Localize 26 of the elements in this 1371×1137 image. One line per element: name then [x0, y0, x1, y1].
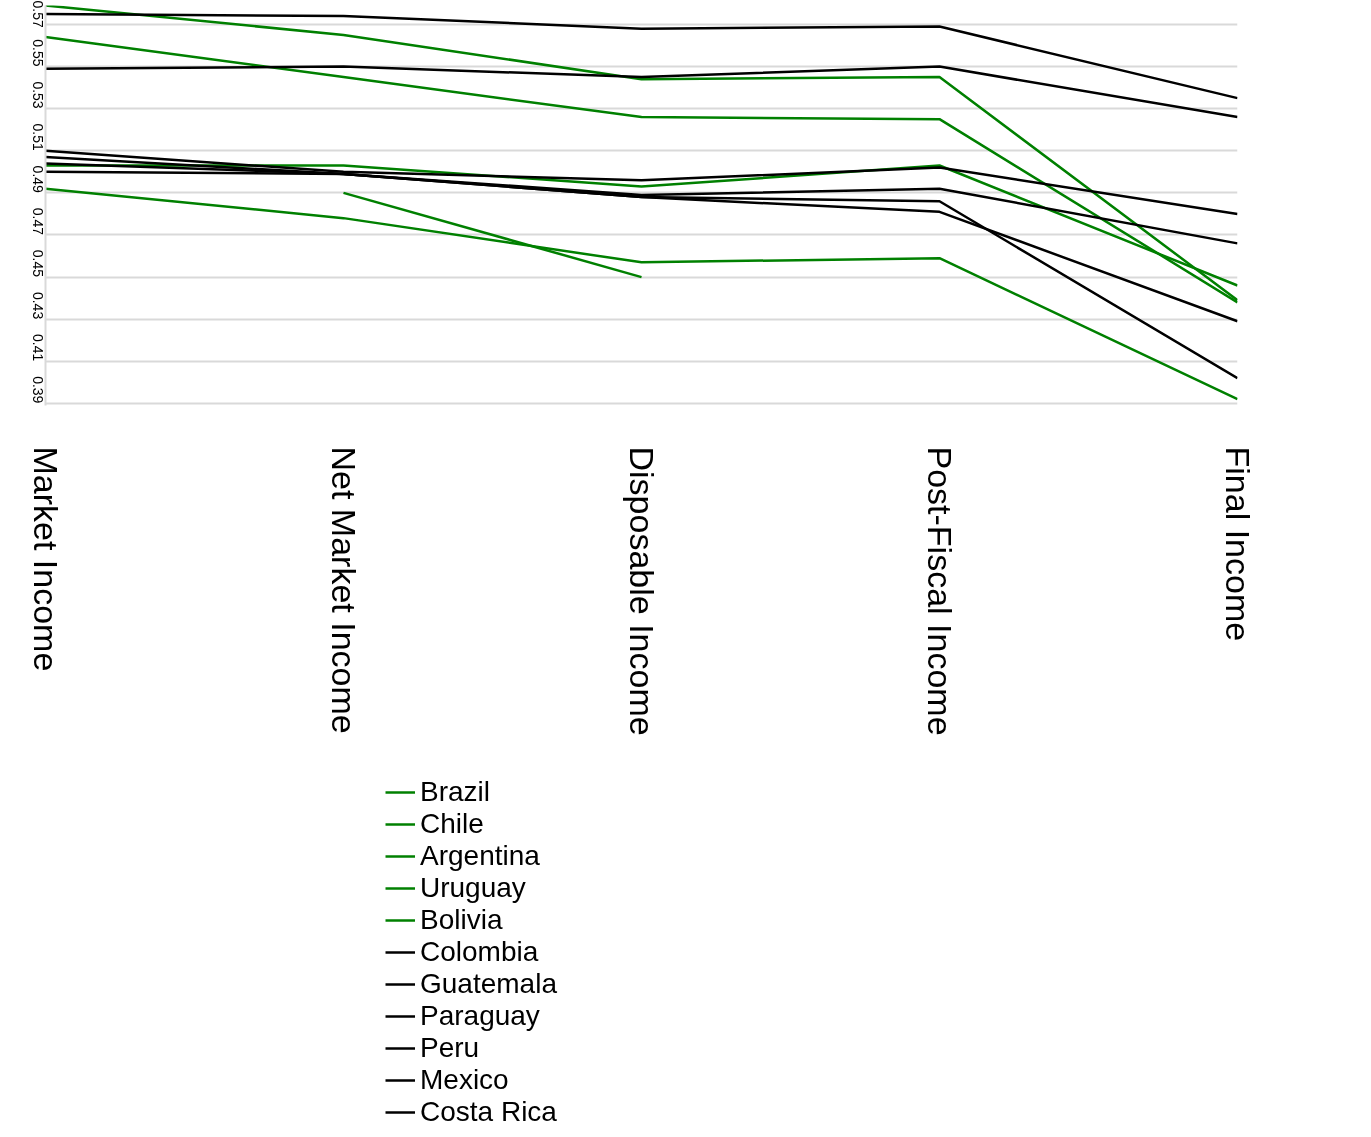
y-tick-label: 0.53 — [29, 81, 46, 109]
legend-label: Brazil — [420, 776, 491, 808]
y-tick-label: 0.45 — [29, 249, 46, 278]
legend-label: Mexico — [420, 1064, 509, 1096]
y-tick-label: 0.43 — [29, 291, 46, 320]
legend-label: Bolivia — [420, 904, 503, 936]
legend-label: Paraguay — [420, 1000, 540, 1032]
y-tick-label: 0.51 — [29, 123, 46, 151]
y-tick-label: 0.39 — [29, 376, 46, 404]
x-tick-label: Market Income — [26, 446, 65, 672]
legend-label: Costa Rica — [420, 1096, 557, 1128]
x-tick-label: Disposable Income — [622, 446, 661, 736]
y-tick-label: 0.47 — [29, 207, 46, 236]
legend-label: Chile — [420, 808, 484, 840]
legend-label: Argentina — [420, 840, 540, 872]
y-tick-label: 0.49 — [29, 165, 46, 194]
legend-label: Colombia — [420, 936, 539, 968]
legend-label: Uruguay — [420, 872, 526, 904]
y-tick-label: 0.55 — [29, 39, 46, 67]
legend-label: Guatemala — [420, 968, 557, 1000]
legend-label: Peru — [420, 1032, 480, 1064]
y-tick-label: 0.57 — [29, 0, 46, 28]
x-tick-label: Net Market Income — [324, 446, 363, 734]
x-tick-label: Post-Fiscal Income — [920, 446, 959, 736]
y-tick-label: 0.41 — [29, 334, 46, 362]
x-tick-label: Final Income — [1218, 446, 1257, 642]
